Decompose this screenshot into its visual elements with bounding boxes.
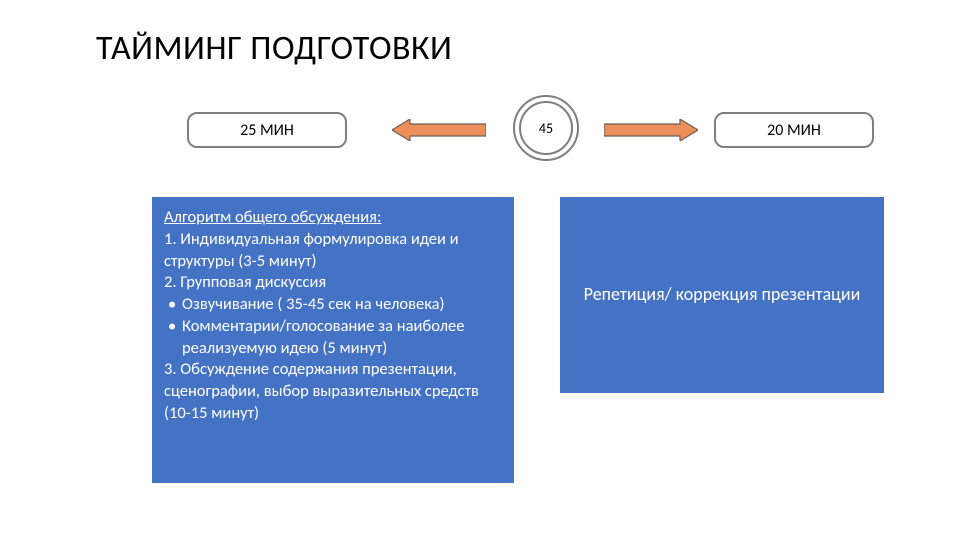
rehearsal-text: Репетиция/ коррекция презентации xyxy=(584,283,861,306)
algorithm-bullet2: Комментарии/голосование за наиболее реал… xyxy=(164,316,502,360)
pill-25min: 25 МИН xyxy=(187,112,347,148)
algorithm-line3: 3. Обсуждение содержания презентации, сц… xyxy=(164,359,502,424)
algorithm-line1: 1. Индивидуальная формулировка идеи и ст… xyxy=(164,229,502,273)
rehearsal-box: Репетиция/ коррекция презентации xyxy=(560,197,884,393)
arrow-left-icon xyxy=(392,119,486,141)
algorithm-bullet1: Озвучивание ( 35-45 сек на человека) xyxy=(164,294,502,316)
center-circle-value: 45 xyxy=(519,101,573,155)
algorithm-box: Алгоритм общего обсуждения: 1. Индивидуа… xyxy=(152,197,514,483)
pill-20min: 20 МИН xyxy=(714,112,874,148)
algorithm-line2: 2. Групповая дискуссия xyxy=(164,272,502,294)
arrow-right-icon xyxy=(604,119,698,141)
page-title: ТАЙМИНГ ПОДГОТОВКИ xyxy=(96,28,452,69)
algorithm-heading: Алгоритм общего обсуждения: xyxy=(164,207,502,229)
center-circle: 45 xyxy=(513,95,579,161)
